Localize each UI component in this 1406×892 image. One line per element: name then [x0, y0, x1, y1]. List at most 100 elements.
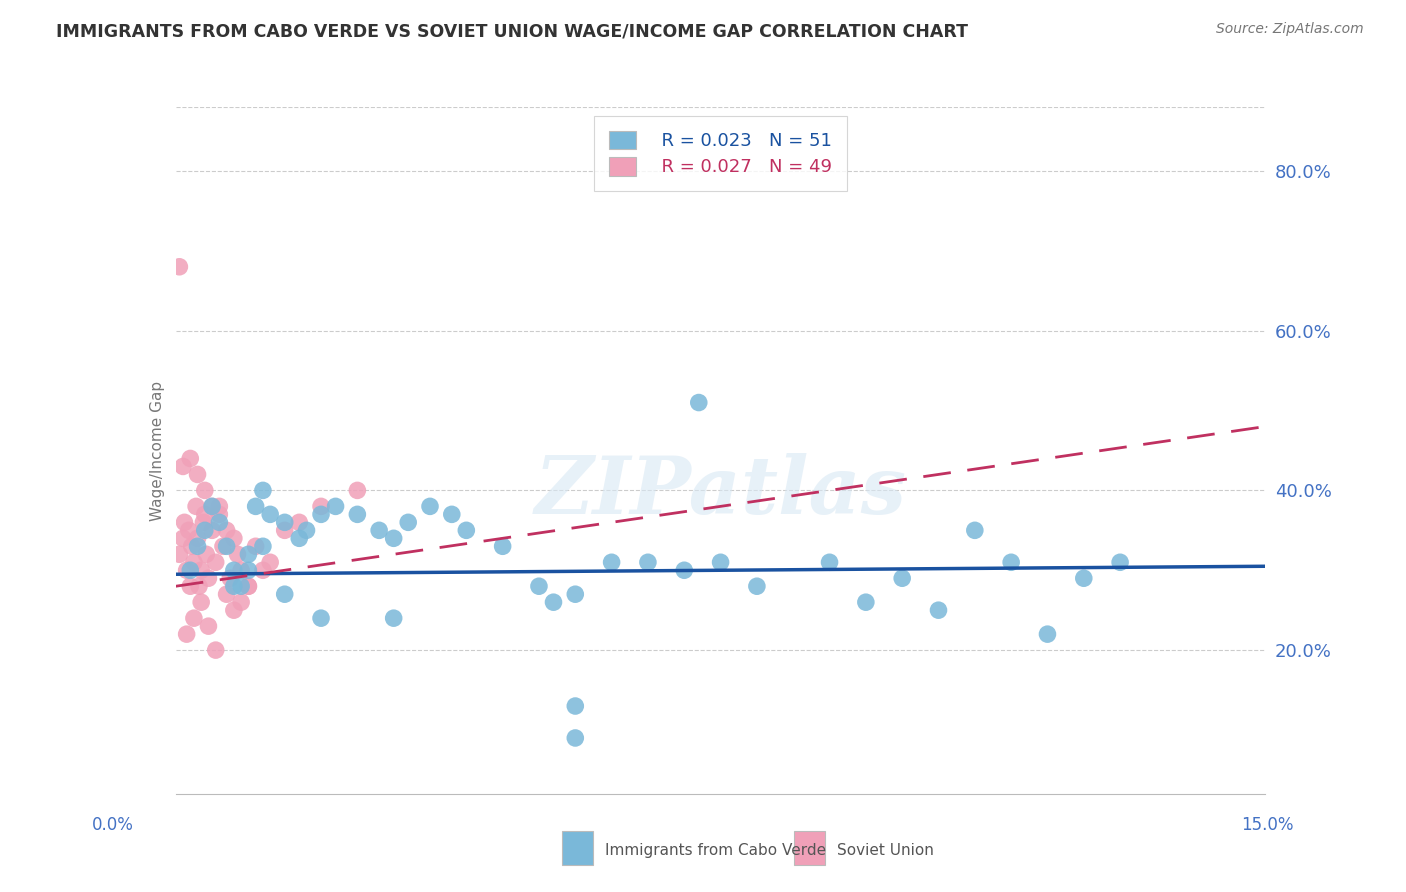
Point — [172, 531, 194, 545]
Point — [564, 731, 586, 745]
Text: Source: ZipAtlas.com: Source: ZipAtlas.com — [1216, 22, 1364, 37]
Point — [456, 524, 478, 538]
Point — [194, 508, 217, 522]
Point — [169, 260, 191, 274]
Point — [183, 611, 205, 625]
Point — [288, 516, 311, 530]
Point — [197, 571, 219, 585]
Point — [177, 524, 200, 538]
Point — [190, 563, 212, 577]
Point — [194, 524, 217, 538]
Point — [1109, 555, 1132, 569]
Point — [245, 500, 267, 514]
Bar — [794, 831, 825, 865]
Point — [195, 547, 218, 561]
Point — [180, 539, 202, 553]
Point — [274, 516, 297, 530]
Point — [252, 483, 274, 498]
Point — [208, 500, 231, 514]
Point — [440, 508, 463, 522]
Point — [309, 500, 332, 514]
Point — [222, 603, 245, 617]
Point — [212, 539, 235, 553]
Point — [928, 603, 950, 617]
Point — [274, 587, 297, 601]
Point — [855, 595, 877, 609]
Point — [186, 467, 209, 482]
Point — [197, 619, 219, 633]
Point — [963, 524, 986, 538]
Point — [215, 587, 238, 601]
Point — [208, 508, 231, 522]
Point — [543, 595, 565, 609]
Point — [176, 627, 198, 641]
Point — [382, 611, 405, 625]
Point — [688, 395, 710, 409]
Point — [396, 516, 419, 530]
Point — [295, 524, 318, 538]
Point — [564, 587, 586, 601]
Point — [215, 539, 238, 553]
Point — [238, 579, 260, 593]
Point — [231, 579, 253, 593]
Point — [238, 547, 260, 561]
Point — [176, 563, 198, 577]
Point — [172, 459, 194, 474]
Point — [179, 451, 201, 466]
Text: Soviet Union: Soviet Union — [837, 843, 934, 858]
Point — [637, 555, 659, 569]
Point — [204, 555, 226, 569]
Point — [419, 500, 441, 514]
Point — [564, 699, 586, 714]
Point — [201, 500, 224, 514]
Point — [194, 483, 217, 498]
Text: IMMIGRANTS FROM CABO VERDE VS SOVIET UNION WAGE/INCOME GAP CORRELATION CHART: IMMIGRANTS FROM CABO VERDE VS SOVIET UNI… — [56, 22, 969, 40]
Point — [818, 555, 841, 569]
Point — [309, 611, 332, 625]
Point — [184, 500, 207, 514]
Point — [215, 524, 238, 538]
Point — [325, 500, 347, 514]
Point — [245, 539, 267, 553]
Point — [222, 563, 245, 577]
Point — [231, 595, 253, 609]
Text: 15.0%: 15.0% — [1241, 816, 1294, 834]
Point — [346, 483, 368, 498]
Point — [1000, 555, 1022, 569]
Point — [193, 516, 215, 530]
Y-axis label: Wage/Income Gap: Wage/Income Gap — [149, 380, 165, 521]
Point — [204, 643, 226, 657]
Point — [222, 579, 245, 593]
Point — [492, 539, 515, 553]
Point — [226, 547, 249, 561]
Point — [173, 516, 195, 530]
Point — [183, 555, 205, 569]
Point — [219, 571, 242, 585]
Point — [259, 555, 281, 569]
Bar — [562, 831, 593, 865]
Point — [231, 563, 253, 577]
Point — [673, 563, 696, 577]
Point — [238, 579, 260, 593]
Point — [186, 539, 209, 553]
Point — [1036, 627, 1059, 641]
Point — [527, 579, 550, 593]
Point — [238, 563, 260, 577]
Point — [745, 579, 768, 593]
Point — [222, 531, 245, 545]
Legend:   R = 0.023   N = 51,   R = 0.027   N = 49: R = 0.023 N = 51, R = 0.027 N = 49 — [595, 116, 846, 191]
Text: 0.0%: 0.0% — [91, 816, 134, 834]
Point — [188, 579, 211, 593]
Point — [186, 531, 209, 545]
Point — [179, 563, 201, 577]
Point — [288, 531, 311, 545]
Text: ZIPatlas: ZIPatlas — [534, 453, 907, 531]
Point — [346, 508, 368, 522]
Point — [368, 524, 391, 538]
Point — [169, 547, 191, 561]
Point — [259, 508, 281, 522]
Point — [382, 531, 405, 545]
Point — [190, 595, 212, 609]
Point — [710, 555, 733, 569]
Text: Immigrants from Cabo Verde: Immigrants from Cabo Verde — [605, 843, 825, 858]
